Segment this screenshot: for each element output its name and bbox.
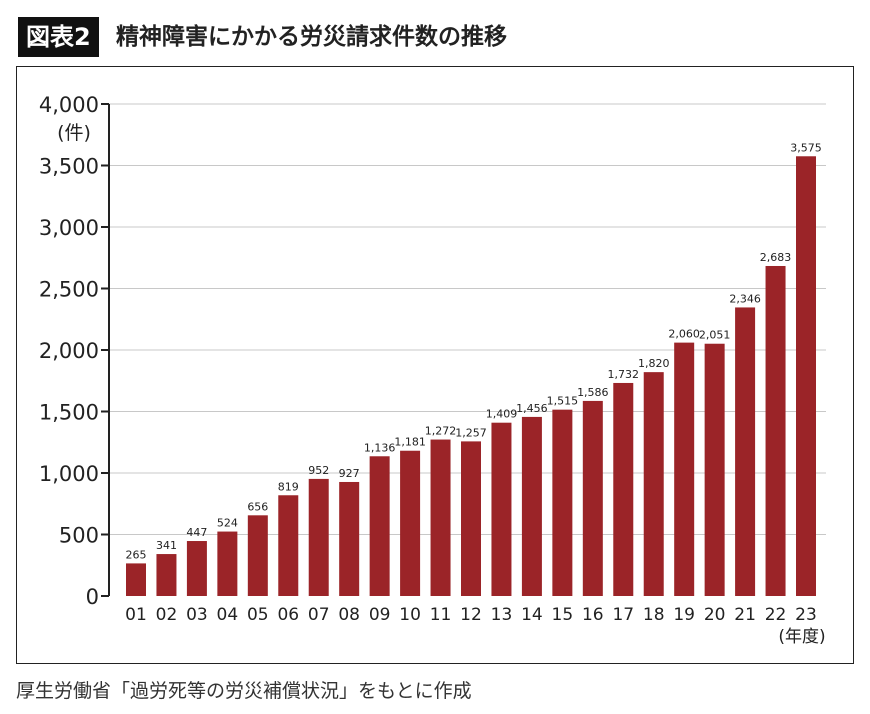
bar-05 (247, 515, 268, 596)
y-tick-label: 0 (86, 585, 99, 609)
x-axis-unit: (年度) (778, 627, 825, 647)
bar-22 (765, 265, 786, 596)
data-label: 2,346 (729, 292, 761, 305)
source-note: 厚生労働省「過労死等の労災補償状況」をもとに作成 (16, 680, 472, 702)
bar-09 (369, 456, 390, 596)
data-label: 1,272 (425, 425, 457, 438)
data-label: 952 (308, 464, 329, 477)
x-tick-label: 10 (399, 605, 421, 625)
y-tick-label: 3,500 (39, 155, 99, 179)
x-tick-label: 12 (460, 605, 482, 625)
x-tick-label: 20 (704, 605, 726, 625)
x-tick-label: 05 (247, 605, 269, 625)
data-label: 265 (126, 548, 147, 561)
data-label: 1,586 (577, 386, 609, 399)
y-tick-label: 500 (59, 524, 99, 548)
data-label: 524 (217, 517, 238, 530)
data-label: 2,060 (668, 328, 700, 341)
x-tick-label: 22 (765, 605, 787, 625)
data-label: 447 (186, 526, 207, 539)
x-tick-label: 18 (643, 605, 665, 625)
x-tick-label: 09 (369, 605, 391, 625)
y-tick-label: 2,500 (39, 278, 99, 302)
bar-17 (613, 382, 634, 596)
x-tick-label: 23 (795, 605, 817, 625)
bar-11 (430, 439, 451, 596)
bar-06 (278, 495, 299, 596)
bar-18 (643, 372, 664, 596)
bar-10 (400, 450, 421, 596)
data-label: 2,683 (760, 251, 792, 264)
data-label: 3,575 (790, 141, 822, 154)
data-label: 1,456 (516, 402, 548, 415)
x-tick-label: 21 (734, 605, 756, 625)
chart-frame (16, 66, 854, 664)
x-tick-label: 13 (491, 605, 513, 625)
x-tick-label: 01 (125, 605, 147, 625)
y-tick-label: 1,500 (39, 401, 99, 425)
bar-23 (796, 156, 816, 596)
x-tick-label: 19 (673, 605, 695, 625)
data-label: 1,515 (547, 395, 579, 408)
x-tick-label: 02 (156, 605, 178, 625)
data-label: 819 (278, 480, 299, 493)
bar-14 (521, 416, 542, 596)
data-label: 656 (247, 500, 268, 513)
x-tick-label: 15 (552, 605, 574, 625)
data-label: 1,257 (455, 426, 487, 439)
x-tick-label: 11 (430, 605, 452, 625)
bar-08 (339, 481, 360, 596)
bar-13 (491, 422, 512, 596)
bar-12 (461, 441, 481, 596)
x-tick-label: 06 (277, 605, 299, 625)
x-tick-label: 08 (338, 605, 360, 625)
chart-title: 精神障害にかかる労災請求件数の推移 (116, 24, 507, 50)
x-tick-label: 03 (186, 605, 208, 625)
data-label: 1,732 (608, 368, 640, 381)
figure-badge: 図表2 (18, 17, 99, 57)
bar-04 (217, 531, 238, 596)
data-label: 2,051 (699, 329, 731, 342)
bar-19 (674, 342, 695, 596)
x-tick-label: 07 (308, 605, 330, 625)
bar-01 (126, 563, 146, 596)
y-axis-unit: (件) (57, 122, 91, 144)
bar-15 (552, 409, 573, 596)
bar-07 (308, 478, 329, 596)
data-label: 927 (339, 467, 360, 480)
x-tick-label: 17 (612, 605, 634, 625)
y-tick-label: 4,000 (39, 93, 99, 117)
y-tick-label: 2,000 (39, 339, 99, 363)
bar-03 (186, 541, 207, 596)
bar-21 (735, 307, 756, 596)
data-label: 1,409 (486, 408, 518, 421)
data-label: 1,181 (394, 436, 426, 449)
bar-20 (704, 343, 725, 596)
x-tick-label: 14 (521, 605, 543, 625)
data-label: 1,136 (364, 441, 396, 454)
bar-16 (582, 400, 603, 596)
y-tick-label: 1,000 (39, 462, 99, 486)
data-label: 341 (156, 539, 177, 552)
y-tick-label: 3,000 (39, 216, 99, 240)
x-tick-label: 16 (582, 605, 604, 625)
data-label: 1,820 (638, 357, 670, 370)
x-tick-label: 04 (217, 605, 239, 625)
bar-02 (156, 554, 177, 596)
